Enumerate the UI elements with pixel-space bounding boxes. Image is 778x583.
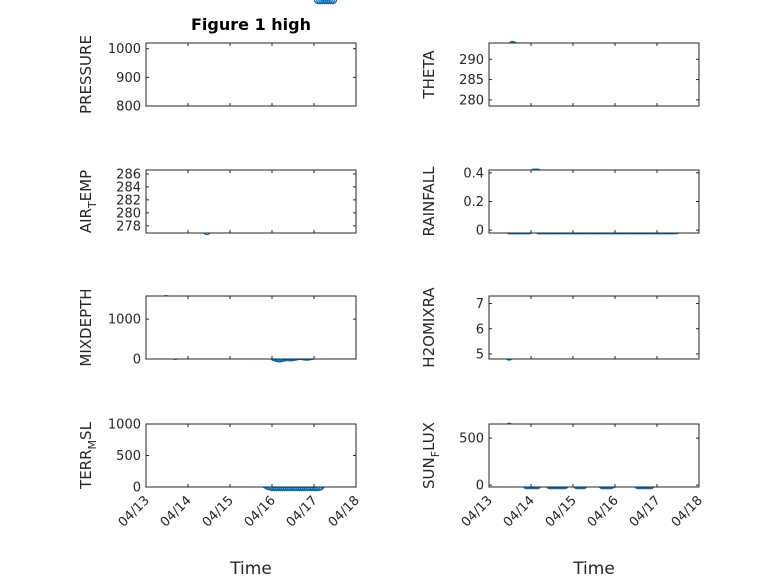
y-axis-label: TERRMSL xyxy=(77,421,99,490)
y-axis-label-tail: SL xyxy=(77,421,95,440)
y-tick-label: 900 xyxy=(116,71,141,86)
y-tick-label: 800 xyxy=(116,100,141,115)
y-tick-label: 284 xyxy=(116,180,141,195)
y-tick-label: 0.2 xyxy=(463,195,484,210)
y-tick-label: 282 xyxy=(116,193,141,208)
y-tick-label: 1000 xyxy=(108,42,141,57)
y-axis-label-main: TERR xyxy=(77,449,95,490)
y-tick-label: 0 xyxy=(476,224,484,239)
axes-box xyxy=(488,169,700,234)
y-tick-label: 6 xyxy=(476,322,484,337)
axes-box xyxy=(488,423,700,488)
y-tick-label: 280 xyxy=(116,206,141,221)
y-tick-label: 280 xyxy=(459,93,484,108)
y-axis-label-subscript: M xyxy=(86,440,99,450)
y-tick-label: 1000 xyxy=(108,313,141,328)
subplot-6: 5 6 7 H2OMIXRA xyxy=(420,287,700,368)
figure-title: Figure 1 high xyxy=(191,15,311,34)
y-tick-label: 0 xyxy=(476,479,484,494)
y-tick-label: 286 xyxy=(116,167,141,182)
y-axis-label-main: PRESSURE xyxy=(77,35,95,114)
y-axis-label-main: H2OMIXRA xyxy=(420,287,438,368)
y-axis-label-subscript: T xyxy=(86,201,99,209)
y-axis-label-main: RAINFALL xyxy=(420,166,438,237)
y-axis-label-main: THETA xyxy=(420,50,438,100)
y-axis-label-main: MIXDEPTH xyxy=(77,288,95,366)
y-axis-label-main: SUN xyxy=(420,457,438,489)
y-axis-label-tail: EMP xyxy=(77,170,95,201)
y-tick-label: 500 xyxy=(459,432,484,447)
axes-box xyxy=(488,42,700,107)
y-axis-label: PRESSURE xyxy=(77,35,95,114)
y-axis-label: MIXDEPTH xyxy=(77,288,95,366)
axes-box xyxy=(145,42,357,107)
y-tick-label: 285 xyxy=(459,73,484,88)
y-tick-label: 7 xyxy=(476,297,484,312)
y-axis-label: AIRTEMP xyxy=(77,170,99,233)
axes-box xyxy=(145,169,357,234)
y-axis-label-main: AIR xyxy=(77,208,95,233)
subplot-1: 800 900 1000 PRESSURE xyxy=(77,0,357,115)
subplot-4: 0 0.2 0.4 RAINFALL xyxy=(420,166,700,239)
x-axis-label-left: Time xyxy=(229,559,272,579)
y-tick-label: 290 xyxy=(459,53,484,68)
y-axis-label: THETA xyxy=(420,50,438,100)
subplot-2: 280 285 290 THETA xyxy=(420,40,700,108)
y-axis-label-tail: LUX xyxy=(420,422,438,451)
y-tick-label: 5 xyxy=(476,347,484,362)
y-tick-label: 0 xyxy=(133,353,141,368)
y-axis-label: SUNFLUX xyxy=(420,422,442,489)
axes-box xyxy=(145,295,357,360)
data-point xyxy=(328,0,338,5)
y-axis-label: H2OMIXRA xyxy=(420,287,438,368)
y-tick-label: 0 xyxy=(133,481,141,496)
subplot-5: 0 1000 MIXDEPTH xyxy=(77,288,357,368)
axes-box xyxy=(488,295,700,360)
y-axis-label: RAINFALL xyxy=(420,166,438,237)
y-tick-label: 0.4 xyxy=(463,166,484,181)
y-tick-label: 278 xyxy=(116,219,141,234)
x-axis-label-right: Time xyxy=(572,559,615,579)
axes-box xyxy=(145,423,357,488)
y-tick-label: 1000 xyxy=(108,418,141,433)
y-tick-label: 500 xyxy=(116,449,141,464)
y-axis-label-subscript: F xyxy=(429,451,442,457)
